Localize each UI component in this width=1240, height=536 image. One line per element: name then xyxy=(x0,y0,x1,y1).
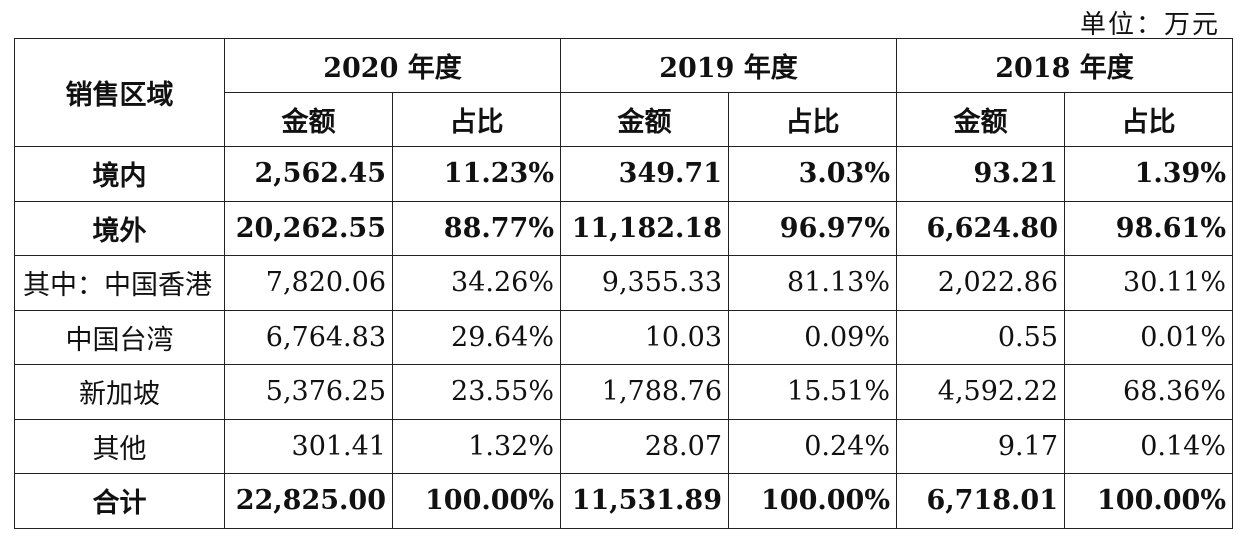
share-cell: 68.36% xyxy=(1064,364,1233,420)
share-cell: 98.61% xyxy=(1064,200,1233,256)
sales-region-table: 销售区域 2020 年度 2019 年度 2018 年度 金额 占比 金额 占比… xyxy=(14,38,1233,529)
share-cell: 15.51% xyxy=(728,364,897,420)
header-region: 销售区域 xyxy=(14,38,225,147)
share-cell: 0.24% xyxy=(728,418,897,474)
header-share: 占比 xyxy=(392,92,561,147)
header-amount: 金额 xyxy=(560,92,729,147)
header-year-2019: 2019 年度 xyxy=(560,38,897,93)
table-row: 其他 301.41 1.32% 28.07 0.24% 9.17 0.14% xyxy=(14,418,1233,474)
amount-cell: 2,562.45 xyxy=(224,146,393,202)
share-cell: 88.77% xyxy=(392,200,561,256)
share-cell: 100.00% xyxy=(1064,473,1233,529)
share-cell: 0.01% xyxy=(1064,309,1233,365)
amount-cell: 6,764.83 xyxy=(224,309,393,365)
share-cell: 3.03% xyxy=(728,146,897,202)
share-cell: 11.23% xyxy=(392,146,561,202)
amount-cell: 349.71 xyxy=(560,146,729,202)
amount-cell: 10.03 xyxy=(560,309,729,365)
share-cell: 96.97% xyxy=(728,200,897,256)
header-year-2018: 2018 年度 xyxy=(896,38,1233,93)
amount-cell: 1,788.76 xyxy=(560,364,729,420)
header-amount: 金额 xyxy=(896,92,1065,147)
share-cell: 100.00% xyxy=(728,473,897,529)
header-year-2020: 2020 年度 xyxy=(224,38,561,93)
share-cell: 1.39% xyxy=(1064,146,1233,202)
amount-cell: 93.21 xyxy=(896,146,1065,202)
share-cell: 29.64% xyxy=(392,309,561,365)
amount-cell: 20,262.55 xyxy=(224,200,393,256)
share-cell: 1.32% xyxy=(392,418,561,474)
amount-cell: 22,825.00 xyxy=(224,473,393,529)
header-share: 占比 xyxy=(728,92,897,147)
amount-cell: 11,182.18 xyxy=(560,200,729,256)
header-amount: 金额 xyxy=(224,92,393,147)
amount-cell: 28.07 xyxy=(560,418,729,474)
amount-cell: 0.55 xyxy=(896,309,1065,365)
table-row: 中国台湾 6,764.83 29.64% 10.03 0.09% 0.55 0.01% xyxy=(14,309,1233,365)
table-row: 境内 2,562.45 11.23% 349.71 3.03% 93.21 1.39% xyxy=(14,146,1233,202)
amount-cell: 301.41 xyxy=(224,418,393,474)
table-body: 境内 2,562.45 11.23% 349.71 3.03% 93.21 1.39% 境外 2… xyxy=(14,146,1233,529)
row-label: 境内 xyxy=(14,146,225,202)
amount-cell: 6,718.01 xyxy=(896,473,1065,529)
amount-cell: 5,376.25 xyxy=(224,364,393,420)
share-cell: 0.14% xyxy=(1064,418,1233,474)
share-cell: 0.09% xyxy=(728,309,897,365)
table-row: 境外 20,262.55 88.77% 11,182.18 96.97% 6,624.80… xyxy=(14,200,1233,256)
row-label: 新加坡 xyxy=(14,364,225,420)
row-label: 合计 xyxy=(14,473,225,529)
amount-cell: 11,531.89 xyxy=(560,473,729,529)
header-share: 占比 xyxy=(1064,92,1233,147)
row-label: 其中：中国香港 xyxy=(14,255,225,311)
share-cell: 100.00% xyxy=(392,473,561,529)
unit-label: 单位：万元 xyxy=(1079,10,1220,40)
table-row: 其中：中国香港 7,820.06 34.26% 9,355.33 81.13% 2,022… xyxy=(14,255,1233,311)
amount-cell: 2,022.86 xyxy=(896,255,1065,311)
row-label: 中国台湾 xyxy=(14,309,225,365)
amount-cell: 4,592.22 xyxy=(896,364,1065,420)
table-row: 新加坡 5,376.25 23.55% 1,788.76 15.51% 4,592.22 6… xyxy=(14,364,1233,420)
share-cell: 30.11% xyxy=(1064,255,1233,311)
amount-cell: 6,624.80 xyxy=(896,200,1065,256)
amount-cell: 7,820.06 xyxy=(224,255,393,311)
row-label: 境外 xyxy=(14,200,225,256)
share-cell: 34.26% xyxy=(392,255,561,311)
row-label: 其他 xyxy=(14,418,225,474)
amount-cell: 9.17 xyxy=(896,418,1065,474)
amount-cell: 9,355.33 xyxy=(560,255,729,311)
share-cell: 23.55% xyxy=(392,364,561,420)
share-cell: 81.13% xyxy=(728,255,897,311)
table-row: 合计 22,825.00 100.00% 11,531.89 100.00% 6,718.… xyxy=(14,473,1233,529)
